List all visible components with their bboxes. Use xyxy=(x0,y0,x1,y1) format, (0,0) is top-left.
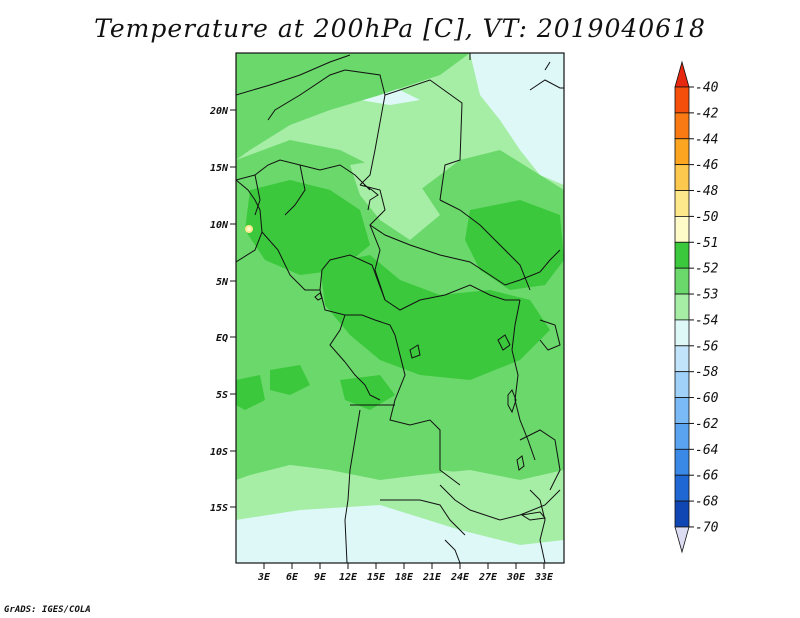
warm-region-west xyxy=(245,180,370,275)
colorbar-label: -52 xyxy=(695,262,719,277)
lat-label-5s: 5S xyxy=(216,390,228,401)
colorbar-swatch xyxy=(674,397,690,424)
lat-label-15n: 15N xyxy=(210,163,229,174)
lat-label-10s: 10S xyxy=(210,447,228,458)
temperature-field xyxy=(236,53,564,563)
credit-label: GrADS: IGES/COLA xyxy=(4,605,91,615)
colorbar-swatch xyxy=(674,267,690,295)
colorbar-label: -40 xyxy=(695,81,719,96)
colorbar-label: -58 xyxy=(695,365,719,380)
mid-region-north xyxy=(236,53,470,160)
map-frame xyxy=(235,52,565,564)
lat-label-15s: 15S xyxy=(210,503,228,514)
colorbar-label: -53 xyxy=(695,288,718,303)
lon-label-12e: 12E xyxy=(339,572,358,583)
colorbar-swatch xyxy=(674,190,690,217)
warm-region-congo xyxy=(320,255,550,380)
lon-label-18e: 18E xyxy=(395,572,414,583)
lat-label-20n: 20N xyxy=(209,106,229,117)
colorbar-label: -51 xyxy=(695,236,718,251)
warm-region-east xyxy=(465,200,564,290)
colorbar-label: -64 xyxy=(695,443,718,458)
colorbar-swatch xyxy=(674,215,690,243)
colorbar-swatch xyxy=(674,474,690,502)
colorbar-swatch xyxy=(674,164,690,191)
colorbar-label: -44 xyxy=(695,132,718,147)
colorbar-label: -56 xyxy=(695,339,719,354)
cold-region-south xyxy=(236,505,564,563)
colorbar-swatch xyxy=(674,371,690,398)
colorbar-swatch xyxy=(674,112,690,140)
colorbar-swatches xyxy=(674,60,690,554)
colorbar-bottom-arrow xyxy=(674,526,690,554)
lat-label-eq: EQ xyxy=(216,333,228,344)
colorbar-label: -68 xyxy=(695,495,719,510)
lon-label-30e: 30E xyxy=(506,572,526,583)
cold-region-northeast xyxy=(470,53,564,185)
colorbar-ticks: -40 -42 -44 -46 -48 -50 -51 -52 -53 -54 -56 -58 -60 -… xyxy=(689,81,719,535)
colorbar-swatch xyxy=(674,500,690,528)
colorbar-label: -60 xyxy=(695,391,719,406)
longitude-axis: 3E 6E 9E 12E 15E 18E 21E 24E 27E 30E 33E xyxy=(257,563,554,583)
colorbar-swatch xyxy=(674,241,690,269)
colorbar-swatch xyxy=(674,86,690,114)
lat-label-10n: 10N xyxy=(210,220,229,231)
colorbar-label: -70 xyxy=(695,520,719,535)
lon-label-21e: 21E xyxy=(422,572,442,583)
colorbar: -40 -42 -44 -46 -48 -50 -51 -52 -53 -54 -56 -58 -60 -… xyxy=(674,60,719,554)
colorbar-label: -66 xyxy=(695,469,719,484)
lon-label-6e: 6E xyxy=(286,572,299,583)
colorbar-swatch xyxy=(674,345,690,373)
colorbar-label: -54 xyxy=(695,313,718,328)
colorbar-swatch xyxy=(674,423,690,450)
lat-label-5n: 5N xyxy=(216,277,229,288)
lon-label-3e: 3E xyxy=(257,572,271,583)
colorbar-label: -42 xyxy=(695,106,719,121)
lon-label-15e: 15E xyxy=(367,572,386,583)
colorbar-top-arrow xyxy=(674,60,690,88)
colorbar-label: -46 xyxy=(695,158,719,173)
colorbar-swatch xyxy=(674,448,690,476)
lon-label-27e: 27E xyxy=(478,572,498,583)
lon-label-33e: 33E xyxy=(534,572,554,583)
colorbar-swatch xyxy=(674,319,690,347)
lon-label-24e: 24E xyxy=(450,572,470,583)
lon-label-9e: 9E xyxy=(314,572,327,583)
colorbar-swatch xyxy=(674,293,690,321)
map-title: Temperature at 200hPa [C], VT: 201904061… xyxy=(94,14,706,43)
colorbar-swatch xyxy=(674,138,690,166)
latitude-axis: 20N 15N 10N 5N EQ 5S 10S 15S xyxy=(209,106,236,514)
colorbar-label: -62 xyxy=(695,417,719,432)
colorbar-label: -50 xyxy=(695,210,719,225)
colorbar-label: -48 xyxy=(695,184,719,199)
country-borders xyxy=(236,53,564,563)
